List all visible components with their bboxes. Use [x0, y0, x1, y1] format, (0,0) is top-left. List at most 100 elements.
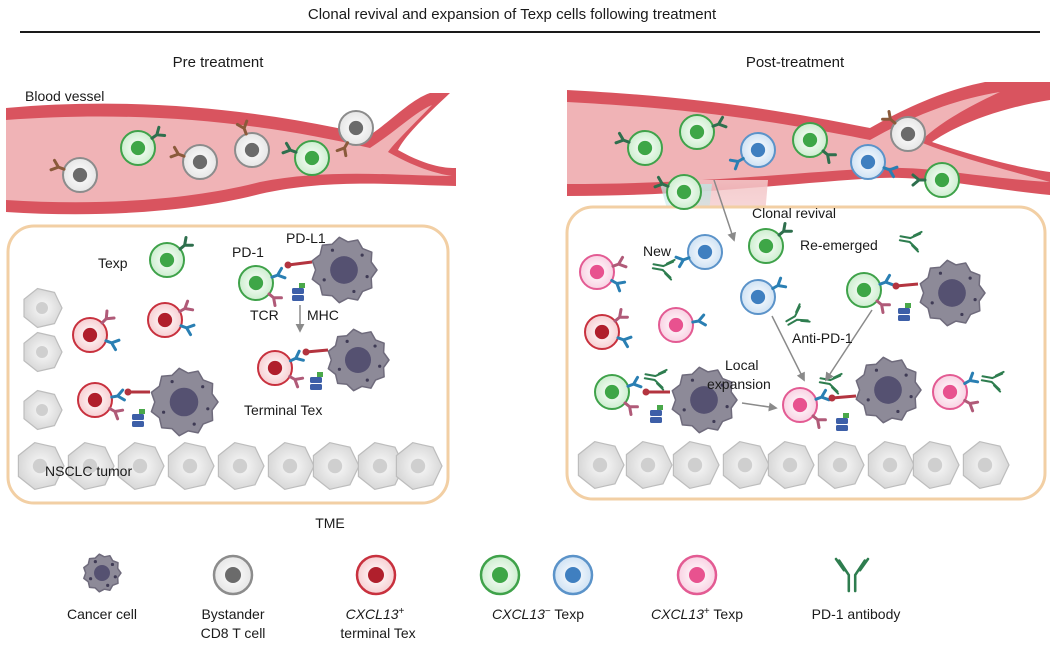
- post-cancer-cell-top: [919, 259, 986, 327]
- post-tumor-cell-row-5: [817, 440, 865, 490]
- expansion-label: expansion: [707, 376, 771, 392]
- pre-tumor-cell-row-8: [395, 441, 443, 491]
- post-pink-cell-center: [782, 387, 831, 429]
- post-green-cell-right: [846, 272, 895, 314]
- terminal-tex-label: Terminal Tex: [244, 402, 322, 418]
- pre-green-cell-interaction: [238, 265, 287, 307]
- legend-neg-texp-blue-icon: [552, 554, 594, 596]
- clonal-revival-label: Clonal revival: [752, 205, 836, 221]
- pre-vessel-grey-4: [335, 110, 374, 158]
- legend-bystander-1: Bystander: [201, 606, 264, 622]
- pre-red-cell-1: [72, 309, 121, 353]
- post-vessel-grey-1: [881, 110, 926, 152]
- local-label: Local: [725, 357, 758, 373]
- post-vessel-blue-2: [850, 144, 899, 180]
- pre-texp-cell: [149, 236, 194, 278]
- post-pink-cell-1: [579, 254, 628, 293]
- pre-tumor-cell-row-0: [17, 441, 65, 491]
- pre-cancer-cell-top: [311, 236, 378, 304]
- post-vessel-green-2: [679, 114, 728, 150]
- anti-pd1-label: Anti-PD-1: [792, 330, 853, 346]
- pre-red-cell-2: [147, 299, 196, 338]
- tcr-label: TCR: [250, 307, 279, 323]
- pre-tumor-cell-side-0: [23, 287, 63, 329]
- cells-layer: [17, 110, 1010, 491]
- figure-title: Clonal revival and expansion of Texp cel…: [308, 6, 717, 23]
- post-red-cell-1: [584, 308, 633, 350]
- post-green-cell-left: [594, 374, 643, 416]
- post-cancer-cell-center: [855, 356, 922, 424]
- pre-vessel-grey-2: [169, 144, 218, 180]
- post-pink-cell-far: [932, 371, 980, 413]
- pre-vessel-grey-1: [49, 157, 98, 193]
- pre-vessel-green-2: [281, 140, 330, 176]
- legend-antibody-icon: [834, 557, 870, 593]
- pre-vessel-grey-3: [234, 119, 270, 168]
- legend-terminal-tex-icon: [355, 554, 397, 596]
- post-tumor-cell-row-6: [867, 440, 915, 490]
- pre-tumor-cell-row-4: [217, 441, 265, 491]
- pre-tumor-cell-row-5: [267, 441, 315, 491]
- post-tumor-cell-row-7: [912, 440, 960, 490]
- pre-tumor-cell-side-2: [23, 389, 63, 431]
- post-vessel-green-3: [792, 122, 837, 164]
- pdl1-label: PD-L1: [286, 230, 326, 246]
- pd1-antibody-icon: [643, 368, 668, 391]
- pd1-label: PD-1: [232, 244, 264, 260]
- legend-bystander-icon: [212, 554, 254, 596]
- legend-terminal: CXCL13+: [346, 606, 405, 623]
- post-arrow-blue-to-pink: [771, 315, 805, 382]
- post-pink-cell-2: [658, 307, 707, 343]
- nsclc-tumor-label: NSCLC tumor: [45, 463, 132, 479]
- post-vessel-green-4: [911, 162, 960, 198]
- legend-pos-texp-icon: [676, 554, 718, 596]
- legend-pos-texp: CXCL13+ Texp: [651, 606, 743, 623]
- pre-tumor-cell-row-7: [357, 441, 405, 491]
- pd1-antibody-icon: [785, 303, 811, 326]
- pre-tumor-cell-row-1: [67, 441, 115, 491]
- post-tumor-cell-row-3: [722, 440, 770, 490]
- post-vessel-green-1: [614, 130, 663, 166]
- pre-vessel-green-1: [120, 125, 167, 166]
- post-blue-cell-anti: [740, 276, 788, 315]
- pre-cancer-cell-bottom: [150, 367, 219, 437]
- post-tumor-cell-row-1: [625, 440, 673, 490]
- blood-vessel-label: Blood vessel: [25, 88, 104, 104]
- post-arrow-local-expansion: [741, 402, 778, 412]
- pd1-antibody-icon: [651, 258, 676, 281]
- post-tumor-cell-row-2: [672, 440, 720, 490]
- post-vessel-green-5: [653, 174, 702, 210]
- mhc-label: MHC: [307, 307, 339, 323]
- post-tumor-cell-row-8: [962, 440, 1010, 490]
- post-vessel-blue-1: [728, 132, 776, 171]
- new-label: New: [643, 243, 672, 259]
- legend-neg-texp-green-icon: [479, 554, 521, 596]
- legend-antibody: PD-1 antibody: [812, 606, 901, 622]
- post-new-blue-cell: [674, 234, 723, 270]
- legend-cancer-cell-icon: [83, 553, 122, 593]
- pre-texp-label: Texp: [98, 255, 128, 271]
- pre-tumor-cell-row-6: [312, 441, 360, 491]
- pre-terminal-red-cell: [257, 349, 305, 389]
- post-tumor-cell-row-0: [577, 440, 625, 490]
- post-arrow-green-to-pink: [825, 309, 873, 382]
- post-cancer-cell-left: [671, 366, 738, 434]
- pre-treatment-header: Pre treatment: [173, 54, 265, 71]
- post-treatment-header: Post-treatment: [746, 54, 845, 71]
- post-reemerged-green-cell: [748, 222, 793, 264]
- pre-tumor-cell-side-1: [23, 331, 63, 373]
- pd1-antibody-icon: [898, 230, 923, 253]
- legend-bystander-2: CD8 T cell: [201, 625, 266, 641]
- post-arrow-clonal-revival: [713, 179, 736, 242]
- legend-icons: [83, 553, 870, 596]
- pre-tumor-cell-row-2: [117, 441, 165, 491]
- legend-cancer-cell: Cancer cell: [67, 606, 137, 622]
- pre-cancer-cell-terminal: [327, 328, 390, 392]
- pre-tumor-cell-row-3: [167, 441, 215, 491]
- tme-label: TME: [315, 515, 345, 531]
- legend-neg-texp: CXCL13− Texp: [492, 606, 584, 623]
- pre-red-cell-3: [77, 382, 126, 421]
- re-emerged-label: Re-emerged: [800, 237, 878, 253]
- legend-terminal-2: terminal Tex: [340, 625, 415, 641]
